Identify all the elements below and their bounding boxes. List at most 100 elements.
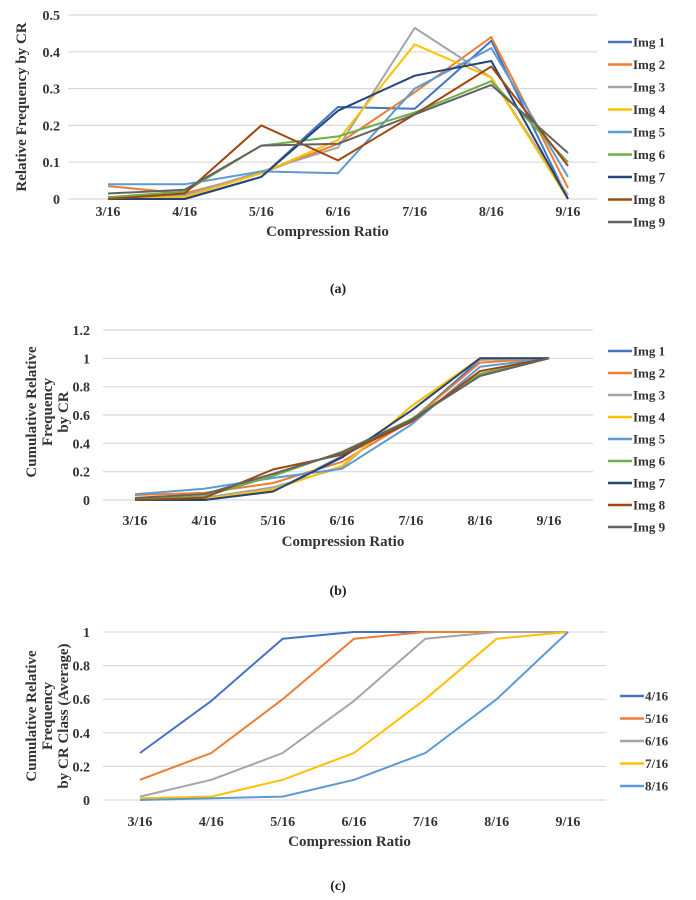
legend-label: Img 8 xyxy=(633,498,666,513)
y-tick-label: 0.1 xyxy=(43,156,61,171)
series-line-img-4 xyxy=(134,357,549,501)
series-line-6-16 xyxy=(139,631,568,798)
y-tick-label: 0.4 xyxy=(43,46,61,61)
x-tick-label: 5/16 xyxy=(270,815,295,830)
figure-caption: (a) xyxy=(330,282,347,297)
x-tick-label: 4/16 xyxy=(199,815,224,830)
legend-label: Img 9 xyxy=(633,215,666,230)
x-tick-label: 3/16 xyxy=(123,514,148,529)
series-line-img-1 xyxy=(108,39,569,200)
legend-label: 8/16 xyxy=(645,779,669,794)
y-tick-label: 1.2 xyxy=(73,324,91,339)
series-line-img-6 xyxy=(107,80,569,199)
series-line-img-9 xyxy=(107,83,569,195)
legend-label: Img 8 xyxy=(633,192,666,207)
legend-label: 4/16 xyxy=(645,689,669,704)
x-tick-label: 9/16 xyxy=(556,205,581,220)
y-tick-label: 0.4 xyxy=(73,437,91,452)
legend-label: 6/16 xyxy=(645,734,669,749)
y-tick-label: 1 xyxy=(83,626,90,641)
y-axis-title: Cumulative Relative xyxy=(24,346,40,478)
x-tick-label: 8/16 xyxy=(479,205,504,220)
series-line-img-9 xyxy=(134,357,550,499)
y-tick-label: 0.3 xyxy=(43,83,61,98)
y-axis-title: Relative Frequency by CR xyxy=(14,22,30,191)
legend-label: Img 3 xyxy=(633,388,666,403)
legend-label: Img 2 xyxy=(633,57,665,72)
x-tick-label: 3/16 xyxy=(128,815,153,830)
y-axis-title: Frequency xyxy=(40,377,56,446)
y-tick-label: 1 xyxy=(83,352,90,367)
series-line-img-2 xyxy=(134,357,550,496)
y-tick-label: 0 xyxy=(53,193,60,208)
x-tick-label: 4/16 xyxy=(172,205,197,220)
legend-label: Img 2 xyxy=(633,366,665,381)
legend: 4/16 5/16 6/16 7/16 8/16 xyxy=(620,689,669,794)
legend-label: Img 9 xyxy=(633,520,666,535)
y-axis-title: by CR Class (Average) xyxy=(56,643,72,788)
y-axis-title: Frequency xyxy=(40,681,56,750)
y-tick-label: 0.6 xyxy=(73,409,91,424)
series-line-img-3 xyxy=(134,357,550,501)
x-axis-title: Compression Ratio xyxy=(266,224,389,240)
x-tick-label: 9/16 xyxy=(556,815,581,830)
legend-label: 7/16 xyxy=(645,756,669,771)
x-tick-label: 5/16 xyxy=(249,205,274,220)
legend-label: Img 5 xyxy=(633,125,666,140)
series-line-img-5 xyxy=(134,357,550,496)
series-line-img-6 xyxy=(134,357,550,501)
series-line-img-7 xyxy=(108,60,569,200)
x-tick-label: 4/16 xyxy=(192,514,217,529)
legend-label: Img 6 xyxy=(633,454,666,469)
legend-label: Img 7 xyxy=(633,476,666,491)
x-tick-label: 9/16 xyxy=(537,514,562,529)
legend-label: 5/16 xyxy=(645,711,669,726)
chart-b: 0 0.2 0.4 0.6 0.8 1 1.2 3/16 4/16 5/16 6/16 7/16 8/1… xyxy=(24,324,666,599)
x-tick-label: 7/16 xyxy=(402,205,427,220)
y-tick-label: 0.4 xyxy=(73,727,91,742)
y-axis-title: by CR xyxy=(56,391,72,432)
y-tick-label: 0.8 xyxy=(73,660,91,675)
series-line-img-1 xyxy=(135,357,550,501)
x-tick-label: 6/16 xyxy=(330,514,355,529)
legend-label: Img 4 xyxy=(633,410,666,425)
y-tick-label: 0 xyxy=(83,494,90,509)
y-tick-label: 0.5 xyxy=(43,9,61,24)
series-line-img-8 xyxy=(107,65,569,200)
legend: Img 1 Img 2 Img 3 Img 4 Img 5 Img 6 Img 7 Img 8… xyxy=(608,35,666,230)
series-line-8-16 xyxy=(139,631,569,801)
x-tick-label: 8/16 xyxy=(484,815,509,830)
series-line-img-7 xyxy=(135,357,549,501)
y-tick-label: 0.2 xyxy=(73,466,91,481)
figure-caption: (b) xyxy=(329,584,346,599)
chart-c: 0 0.2 0.4 0.6 0.8 1 3/16 4/16 5/16 6/16 7/16 8/16 9/… xyxy=(24,626,669,894)
legend-label: Img 6 xyxy=(633,147,666,162)
series-line-img-8 xyxy=(134,357,550,501)
series-line-7-16 xyxy=(139,631,569,800)
legend-label: Img 7 xyxy=(633,170,666,185)
legend-label: Img 1 xyxy=(633,35,665,50)
figure-caption: (c) xyxy=(330,879,346,894)
legend: Img 1 Img 2 Img 3 Img 4 Img 5 Img 6 Img 7 Img 8… xyxy=(608,344,666,535)
legend-label: Img 4 xyxy=(633,102,666,117)
y-tick-label: 0.8 xyxy=(73,381,91,396)
legend-label: Img 5 xyxy=(633,432,666,447)
y-tick-label: 0.6 xyxy=(73,693,91,708)
x-tick-label: 5/16 xyxy=(261,514,286,529)
y-tick-label: 0.2 xyxy=(43,119,61,134)
x-tick-label: 8/16 xyxy=(468,514,493,529)
x-axis-title: Compression Ratio xyxy=(288,834,411,850)
y-tick-label: 0.2 xyxy=(73,760,91,775)
x-tick-label: 3/16 xyxy=(96,205,121,220)
legend-label: Img 1 xyxy=(633,344,665,359)
x-tick-label: 7/16 xyxy=(399,514,424,529)
series-line-img-5 xyxy=(108,47,569,186)
x-axis-title: Compression Ratio xyxy=(282,534,405,550)
x-tick-label: 6/16 xyxy=(342,815,367,830)
y-axis-title: Cumulative Relative xyxy=(24,650,40,782)
x-tick-label: 7/16 xyxy=(413,815,438,830)
chart-a: 0 0.1 0.2 0.3 0.4 0.5 3/16 4/16 5/16 6/16 7/16 8/16… xyxy=(14,9,666,297)
y-tick-label: 0 xyxy=(83,794,90,809)
series-line-img-4 xyxy=(107,43,569,200)
